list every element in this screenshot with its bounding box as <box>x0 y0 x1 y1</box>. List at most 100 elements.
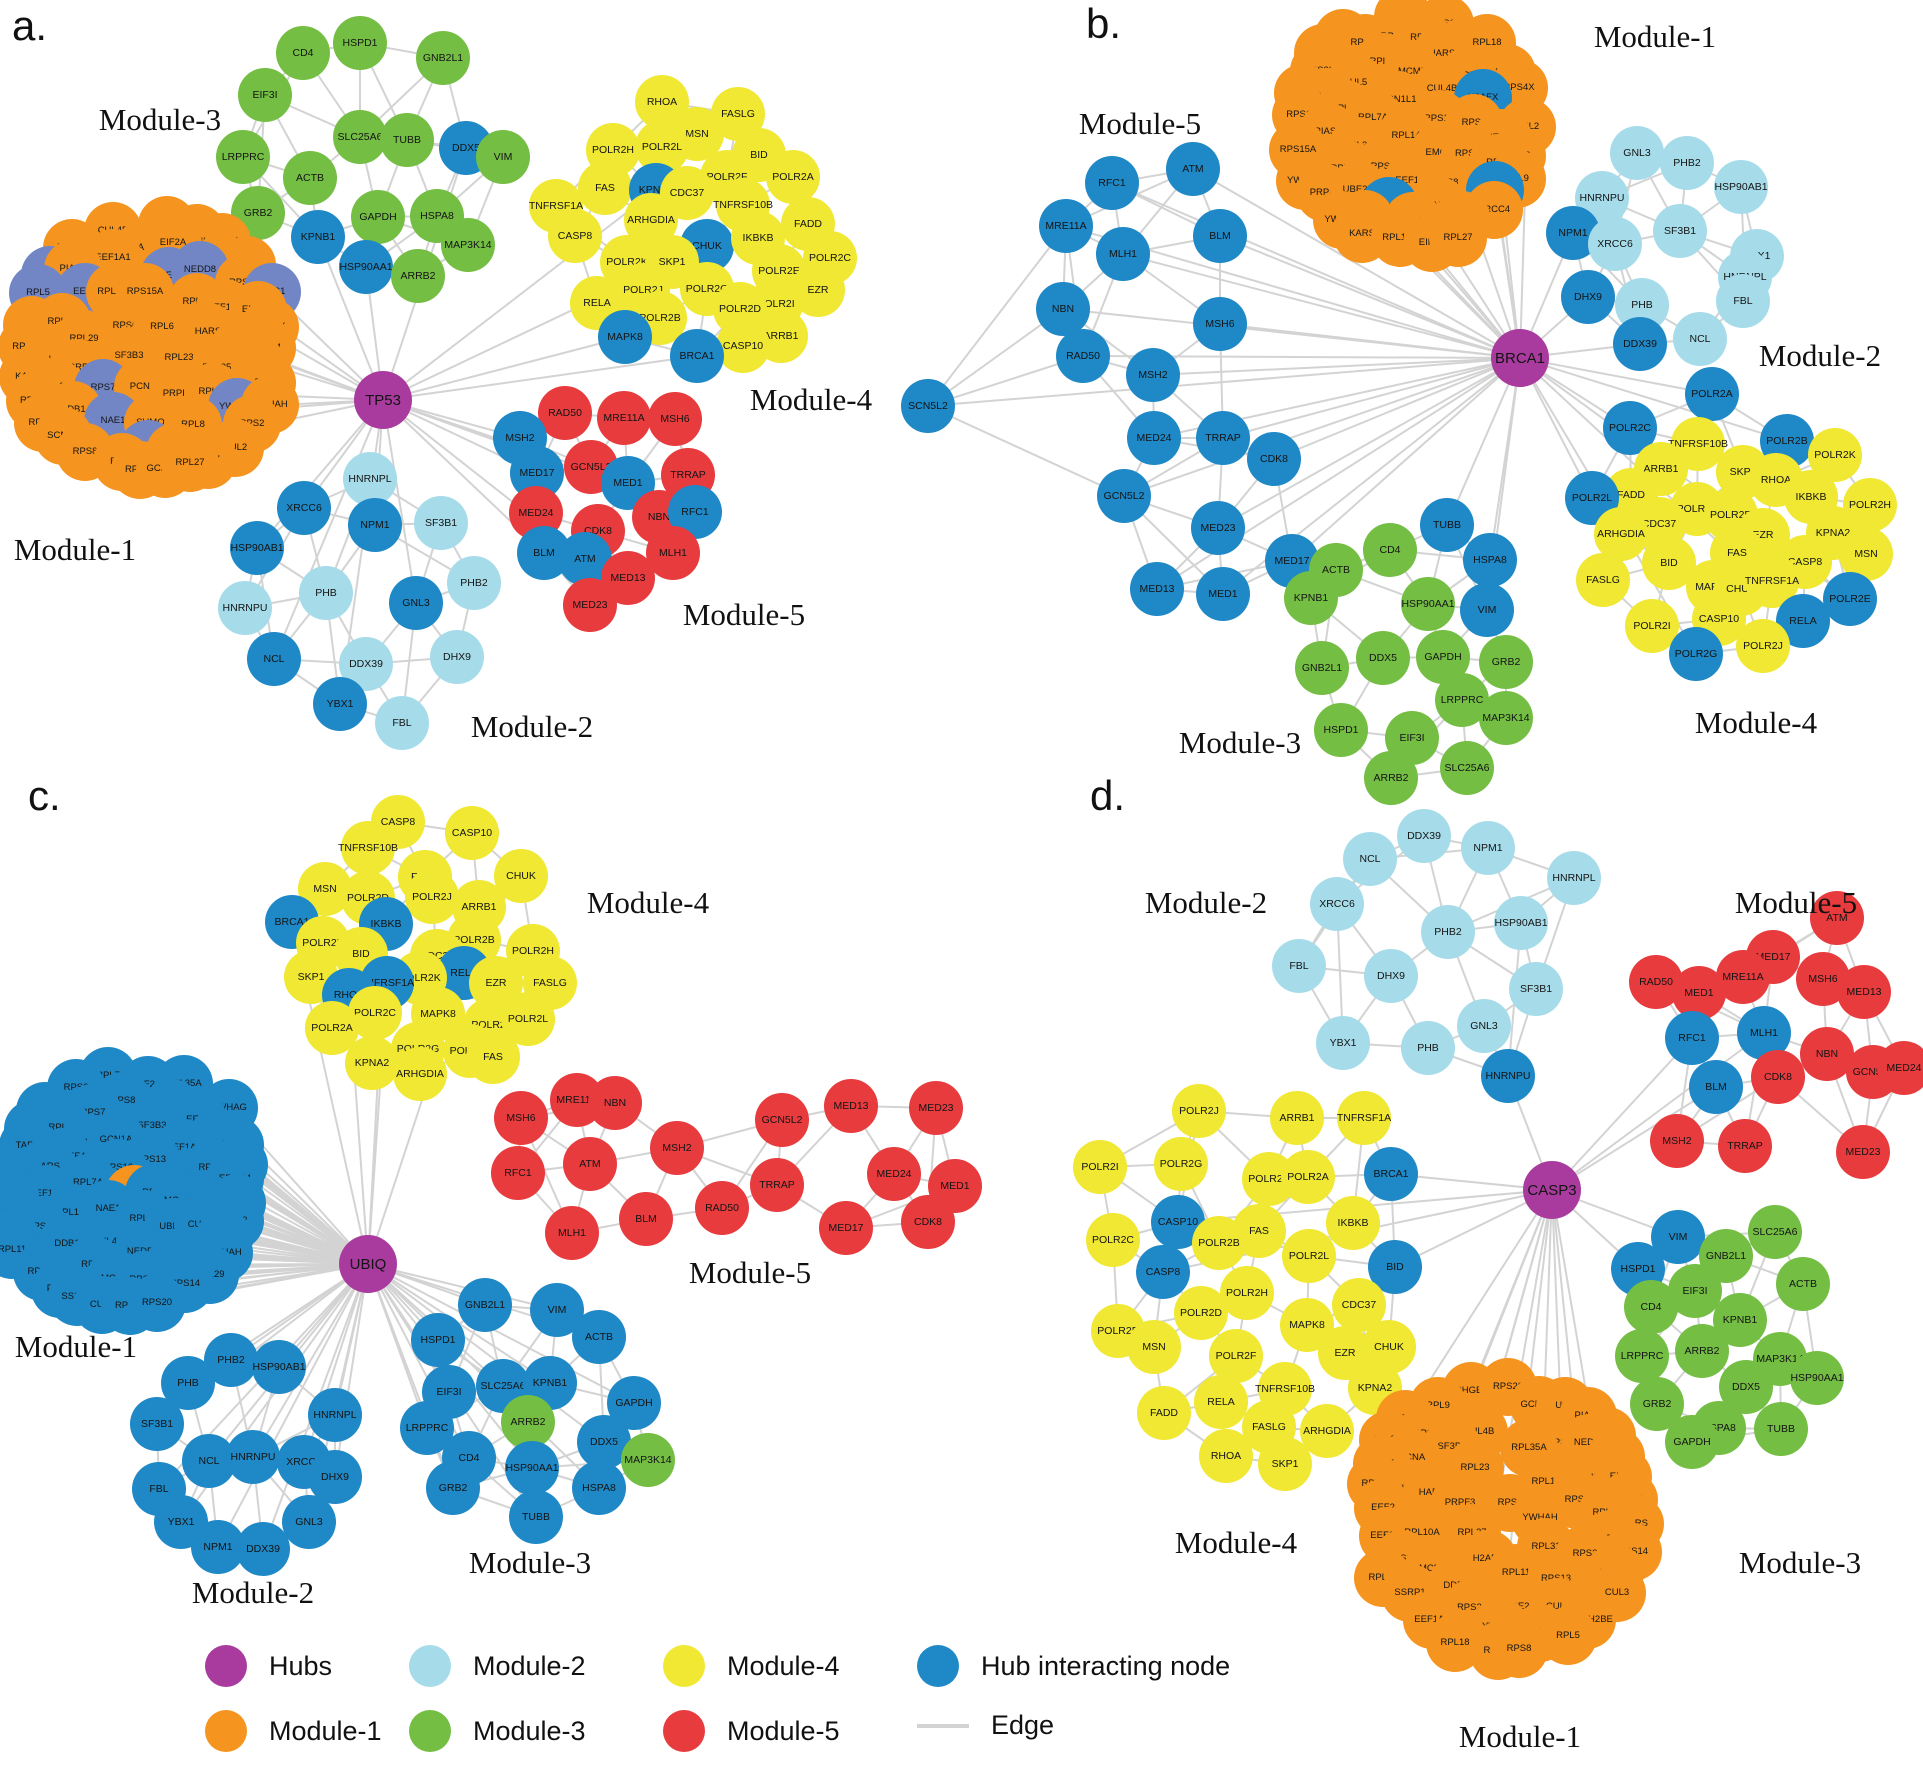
node-XRCC6[interactable]: XRCC6 <box>1310 877 1364 931</box>
node-HSP90AB1[interactable]: HSP90AB1 <box>252 1340 306 1394</box>
node-SF3B1[interactable]: SF3B1 <box>130 1397 184 1451</box>
node-PHB2[interactable]: PHB2 <box>1421 905 1475 959</box>
node-POLR2A[interactable]: POLR2A <box>1685 367 1739 421</box>
node-POLR2H[interactable]: POLR2H <box>1220 1266 1274 1320</box>
node-POLR2C[interactable]: POLR2C <box>1086 1213 1140 1267</box>
node-ARRB1[interactable]: ARRB1 <box>1270 1091 1324 1145</box>
node-POLR2D[interactable]: POLR2D <box>1174 1286 1228 1340</box>
node-HSPD1[interactable]: HSPD1 <box>333 16 387 70</box>
node-POLR2C[interactable]: POLR2C <box>348 986 402 1040</box>
node-CASP10[interactable]: CASP10 <box>445 806 499 860</box>
hub-node-tp53[interactable]: TP53 <box>354 371 412 429</box>
node-CASP8[interactable]: CASP8 <box>548 209 602 263</box>
node-MSH6[interactable]: MSH6 <box>494 1091 548 1145</box>
node-BLM[interactable]: BLM <box>619 1192 673 1246</box>
node-ATM[interactable]: ATM <box>1810 891 1864 945</box>
node-ARRB2[interactable]: ARRB2 <box>501 1395 555 1449</box>
node-SCN5L2[interactable]: SCN5L2 <box>901 379 955 433</box>
node-FASLG[interactable]: FASLG <box>1576 553 1630 607</box>
node-MAP3K14[interactable]: MAP3K14 <box>621 1433 675 1487</box>
node-HNRNPU[interactable]: HNRNPU <box>1481 1049 1535 1103</box>
node-MED24[interactable]: MED24 <box>1877 1041 1923 1095</box>
node-ACTB[interactable]: ACTB <box>283 151 337 205</box>
node-GAPDH[interactable]: GAPDH <box>1665 1415 1719 1469</box>
node-MED13[interactable]: MED13 <box>824 1079 878 1133</box>
node-ACTB[interactable]: ACTB <box>572 1310 626 1364</box>
node-DHX9[interactable]: DHX9 <box>1364 949 1418 1003</box>
node-TUBB[interactable]: TUBB <box>1754 1402 1808 1456</box>
hub-node-brca1[interactable]: BRCA1 <box>1491 329 1549 387</box>
node-RPS20[interactable]: RPS20 <box>128 1274 186 1332</box>
node-FADD[interactable]: FADD <box>1137 1386 1191 1440</box>
node-GNL3[interactable]: GNL3 <box>282 1495 336 1549</box>
node-MSH2[interactable]: MSH2 <box>650 1121 704 1175</box>
node-MLH1[interactable]: MLH1 <box>646 526 700 580</box>
node-RAD50[interactable]: RAD50 <box>538 386 592 440</box>
node-CD4[interactable]: CD4 <box>276 26 330 80</box>
node-POLR2I[interactable]: POLR2I <box>1073 1140 1127 1194</box>
node-TNFRSF1A[interactable]: TNFRSF1A <box>1337 1091 1391 1145</box>
node-ATM[interactable]: ATM <box>563 1137 617 1191</box>
node-MED13[interactable]: MED13 <box>1130 562 1184 616</box>
node-CASP8[interactable]: CASP8 <box>371 795 425 849</box>
node-RFC1[interactable]: RFC1 <box>1085 156 1139 210</box>
node-GRB2[interactable]: GRB2 <box>426 1461 480 1515</box>
node-DDX39[interactable]: DDX39 <box>1613 317 1667 371</box>
hub-node-ubiq[interactable]: UBIQ <box>339 1235 397 1293</box>
node-RPS8[interactable]: RPS8 <box>1490 1620 1548 1678</box>
node-TUBB[interactable]: TUBB <box>1420 498 1474 552</box>
node-ARHGDIA[interactable]: ARHGDIA <box>393 1047 447 1101</box>
node-TUBB[interactable]: TUBB <box>380 113 434 167</box>
node-RELA[interactable]: RELA <box>1194 1375 1248 1429</box>
node-BRCA1[interactable]: BRCA1 <box>1364 1147 1418 1201</box>
node-SLC25A6[interactable]: SLC25A6 <box>333 110 387 164</box>
node-HNRNPL[interactable]: HNRNPL <box>1547 851 1601 905</box>
node-MSH2[interactable]: MSH2 <box>1650 1114 1704 1168</box>
node-HNRNPL[interactable]: HNRNPL <box>308 1388 362 1442</box>
node-GRB2[interactable]: GRB2 <box>1479 635 1533 689</box>
node-GCN5L2[interactable]: GCN5L2 <box>755 1093 809 1147</box>
node-YBX1[interactable]: YBX1 <box>1316 1016 1370 1070</box>
node-HSPA8[interactable]: HSPA8 <box>572 1461 626 1515</box>
node-ATM[interactable]: ATM <box>1166 142 1220 196</box>
node-CASP10[interactable]: CASP10 <box>716 319 770 373</box>
node-RPL27[interactable]: RPL27 <box>1429 209 1487 267</box>
node-HSP90AA1[interactable]: HSP90AA1 <box>339 240 393 294</box>
node-PHB[interactable]: PHB <box>299 566 353 620</box>
node-ARRB2[interactable]: ARRB2 <box>1364 751 1418 805</box>
node-FAS[interactable]: FAS <box>466 1030 520 1084</box>
node-POLR2J[interactable]: POLR2J <box>405 870 459 924</box>
node-NPM1[interactable]: NPM1 <box>1461 821 1515 875</box>
node-KPNB1[interactable]: KPNB1 <box>291 210 345 264</box>
node-ARRB2[interactable]: ARRB2 <box>391 249 445 303</box>
node-IKBKB[interactable]: IKBKB <box>1326 1196 1380 1250</box>
node-CD4[interactable]: CD4 <box>1363 523 1417 577</box>
node-NCL[interactable]: NCL <box>247 632 301 686</box>
node-MED24[interactable]: MED24 <box>867 1147 921 1201</box>
node-SF3B1[interactable]: SF3B1 <box>414 496 468 550</box>
node-HSP90AB1[interactable]: HSP90AB1 <box>1714 160 1768 214</box>
node-RAD50[interactable]: RAD50 <box>695 1181 749 1235</box>
node-MSN[interactable]: MSN <box>1127 1320 1181 1374</box>
node-MSH2[interactable]: MSH2 <box>1126 348 1180 402</box>
node-NBN[interactable]: NBN <box>1036 282 1090 336</box>
node-HSP90AA1[interactable]: HSP90AA1 <box>1790 1351 1844 1405</box>
node-HSP90AB1[interactable]: HSP90AB1 <box>230 521 284 575</box>
node-MED23[interactable]: MED23 <box>563 578 617 632</box>
node-DHX9[interactable]: DHX9 <box>308 1450 362 1504</box>
node-DHX9[interactable]: DHX9 <box>1561 270 1615 324</box>
node-POLR2F[interactable]: POLR2F <box>1209 1329 1263 1383</box>
node-MRE11A[interactable]: MRE11A <box>597 391 651 445</box>
node-PHB2[interactable]: PHB2 <box>447 556 501 610</box>
node-FAS[interactable]: FAS <box>578 161 632 215</box>
node-MED23[interactable]: MED23 <box>909 1081 963 1135</box>
node-TRRAP[interactable]: TRRAP <box>750 1158 804 1212</box>
node-BRCA1[interactable]: BRCA1 <box>670 329 724 383</box>
node-SLC25A6[interactable]: SLC25A6 <box>1748 1205 1802 1259</box>
node-DHX9[interactable]: DHX9 <box>430 630 484 684</box>
node-XRCC6[interactable]: XRCC6 <box>1588 217 1642 271</box>
node-KPNA2[interactable]: KPNA2 <box>345 1036 399 1090</box>
node-MED17[interactable]: MED17 <box>819 1201 873 1255</box>
node-FBL[interactable]: FBL <box>1272 939 1326 993</box>
node-LRPPRC[interactable]: LRPPRC <box>1615 1329 1669 1383</box>
